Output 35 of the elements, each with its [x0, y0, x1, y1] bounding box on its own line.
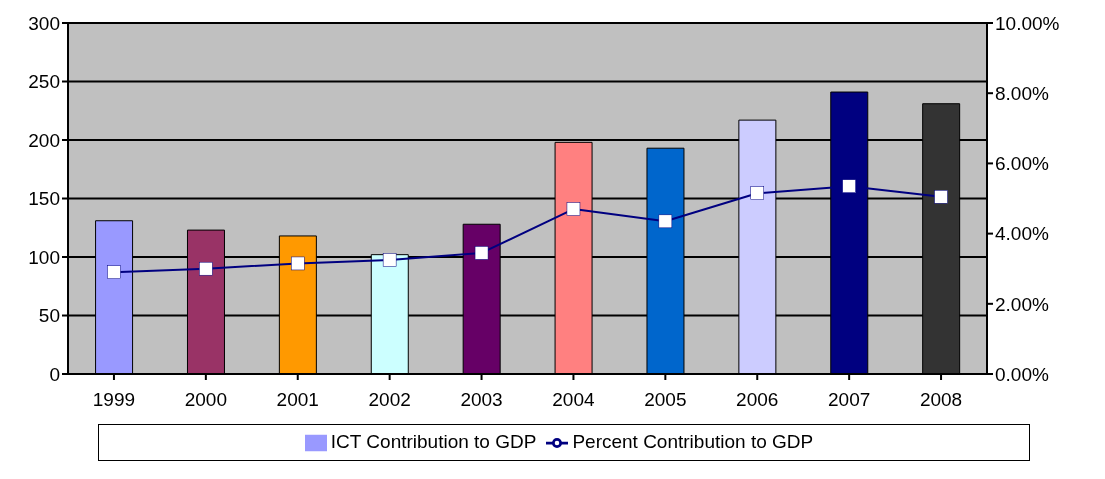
y-tick-label: 200	[28, 129, 60, 151]
y2-tick-label: 6.00%	[995, 153, 1049, 175]
x-tick-label: 2001	[276, 388, 319, 410]
y2-tick-label: 4.00%	[995, 223, 1049, 245]
x-tick-label: 2002	[368, 388, 411, 410]
x-tick-label: 2008	[919, 388, 963, 410]
point	[199, 261, 213, 276]
legend-label: ICT Contribution to GDP	[330, 431, 537, 453]
point	[382, 253, 397, 267]
y-tick-label: 100	[28, 246, 60, 268]
x-tick-label: 1999	[92, 388, 136, 410]
point	[934, 190, 948, 204]
point	[658, 214, 673, 229]
x-tick-label: 2004	[552, 388, 596, 410]
x-tick-label: 2000	[184, 388, 227, 410]
y2-tick-label: 2.00%	[995, 293, 1049, 315]
y2-tick-label: 10.00%	[995, 12, 1060, 34]
x-tick-label: 2003	[460, 388, 503, 410]
point	[291, 256, 305, 271]
point	[474, 246, 489, 260]
y2-tick-label: 8.00%	[995, 82, 1049, 104]
point	[842, 179, 856, 193]
point	[750, 186, 764, 200]
x-tick-label: 2007	[828, 388, 871, 410]
y-tick-label: 250	[28, 71, 60, 93]
y-tick-label: 150	[28, 188, 60, 210]
x-tick-label: 2005	[644, 388, 687, 410]
y-tick-label: 0	[49, 363, 60, 385]
legend-label: Percent Contribution to GDP	[572, 431, 814, 453]
point	[566, 202, 581, 216]
y-tick-label: 300	[28, 12, 60, 34]
y2-tick-label: 0.00%	[995, 363, 1049, 385]
y-tick-label: 50	[38, 305, 60, 327]
x-tick-label: 2006	[736, 388, 779, 410]
point	[107, 265, 121, 279]
